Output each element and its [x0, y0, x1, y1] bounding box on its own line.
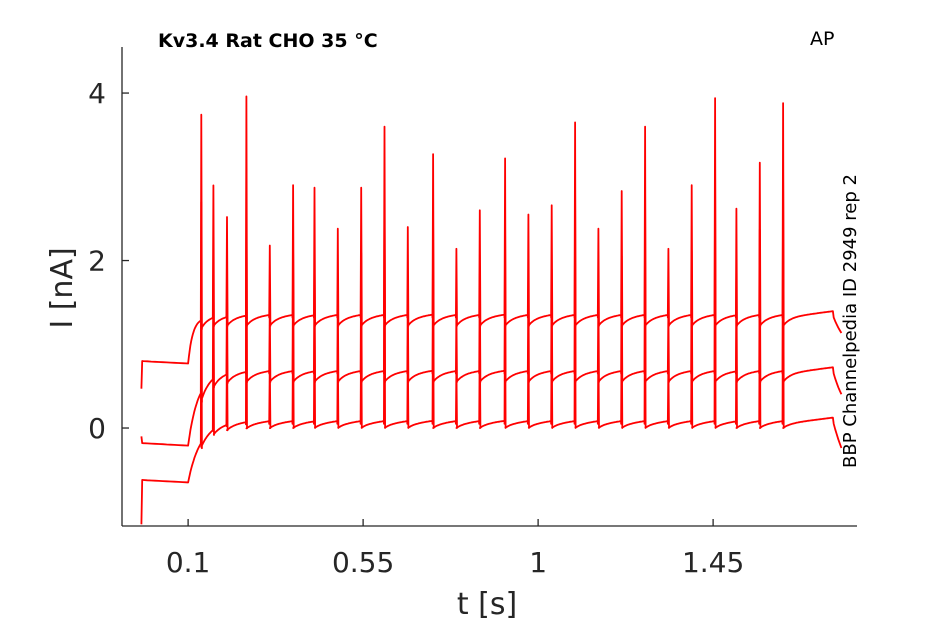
- x-ticks: 0.1 0.55 1 1.45: [166, 519, 744, 579]
- protocol-label: AP: [810, 28, 834, 50]
- x-tick-label: 1.45: [682, 546, 744, 579]
- y-axis-label: I [nA]: [45, 247, 80, 328]
- current-trace-2: [140, 167, 843, 447]
- chart-title: Kv3.4 Rat CHO 35 °C: [158, 30, 378, 52]
- y-tick-label: 2: [88, 245, 106, 278]
- x-tick-label: 0.55: [332, 546, 394, 579]
- y-tick-label: 0: [88, 412, 106, 445]
- x-tick-label: 1: [529, 546, 547, 579]
- y-ticks: 0 2 4: [88, 77, 129, 445]
- current-trace-1: [140, 95, 843, 389]
- traces: [140, 95, 843, 525]
- current-trace-3: [140, 233, 843, 525]
- plot-area: 0.1 0.55 1 1.45 0 2 4: [88, 47, 857, 579]
- y-tick-label: 4: [88, 77, 106, 110]
- x-axis-label: t [s]: [457, 587, 517, 622]
- x-tick-label: 0.1: [166, 546, 211, 579]
- source-label: BBP Channelpedia ID 2949 rep 2: [840, 174, 861, 468]
